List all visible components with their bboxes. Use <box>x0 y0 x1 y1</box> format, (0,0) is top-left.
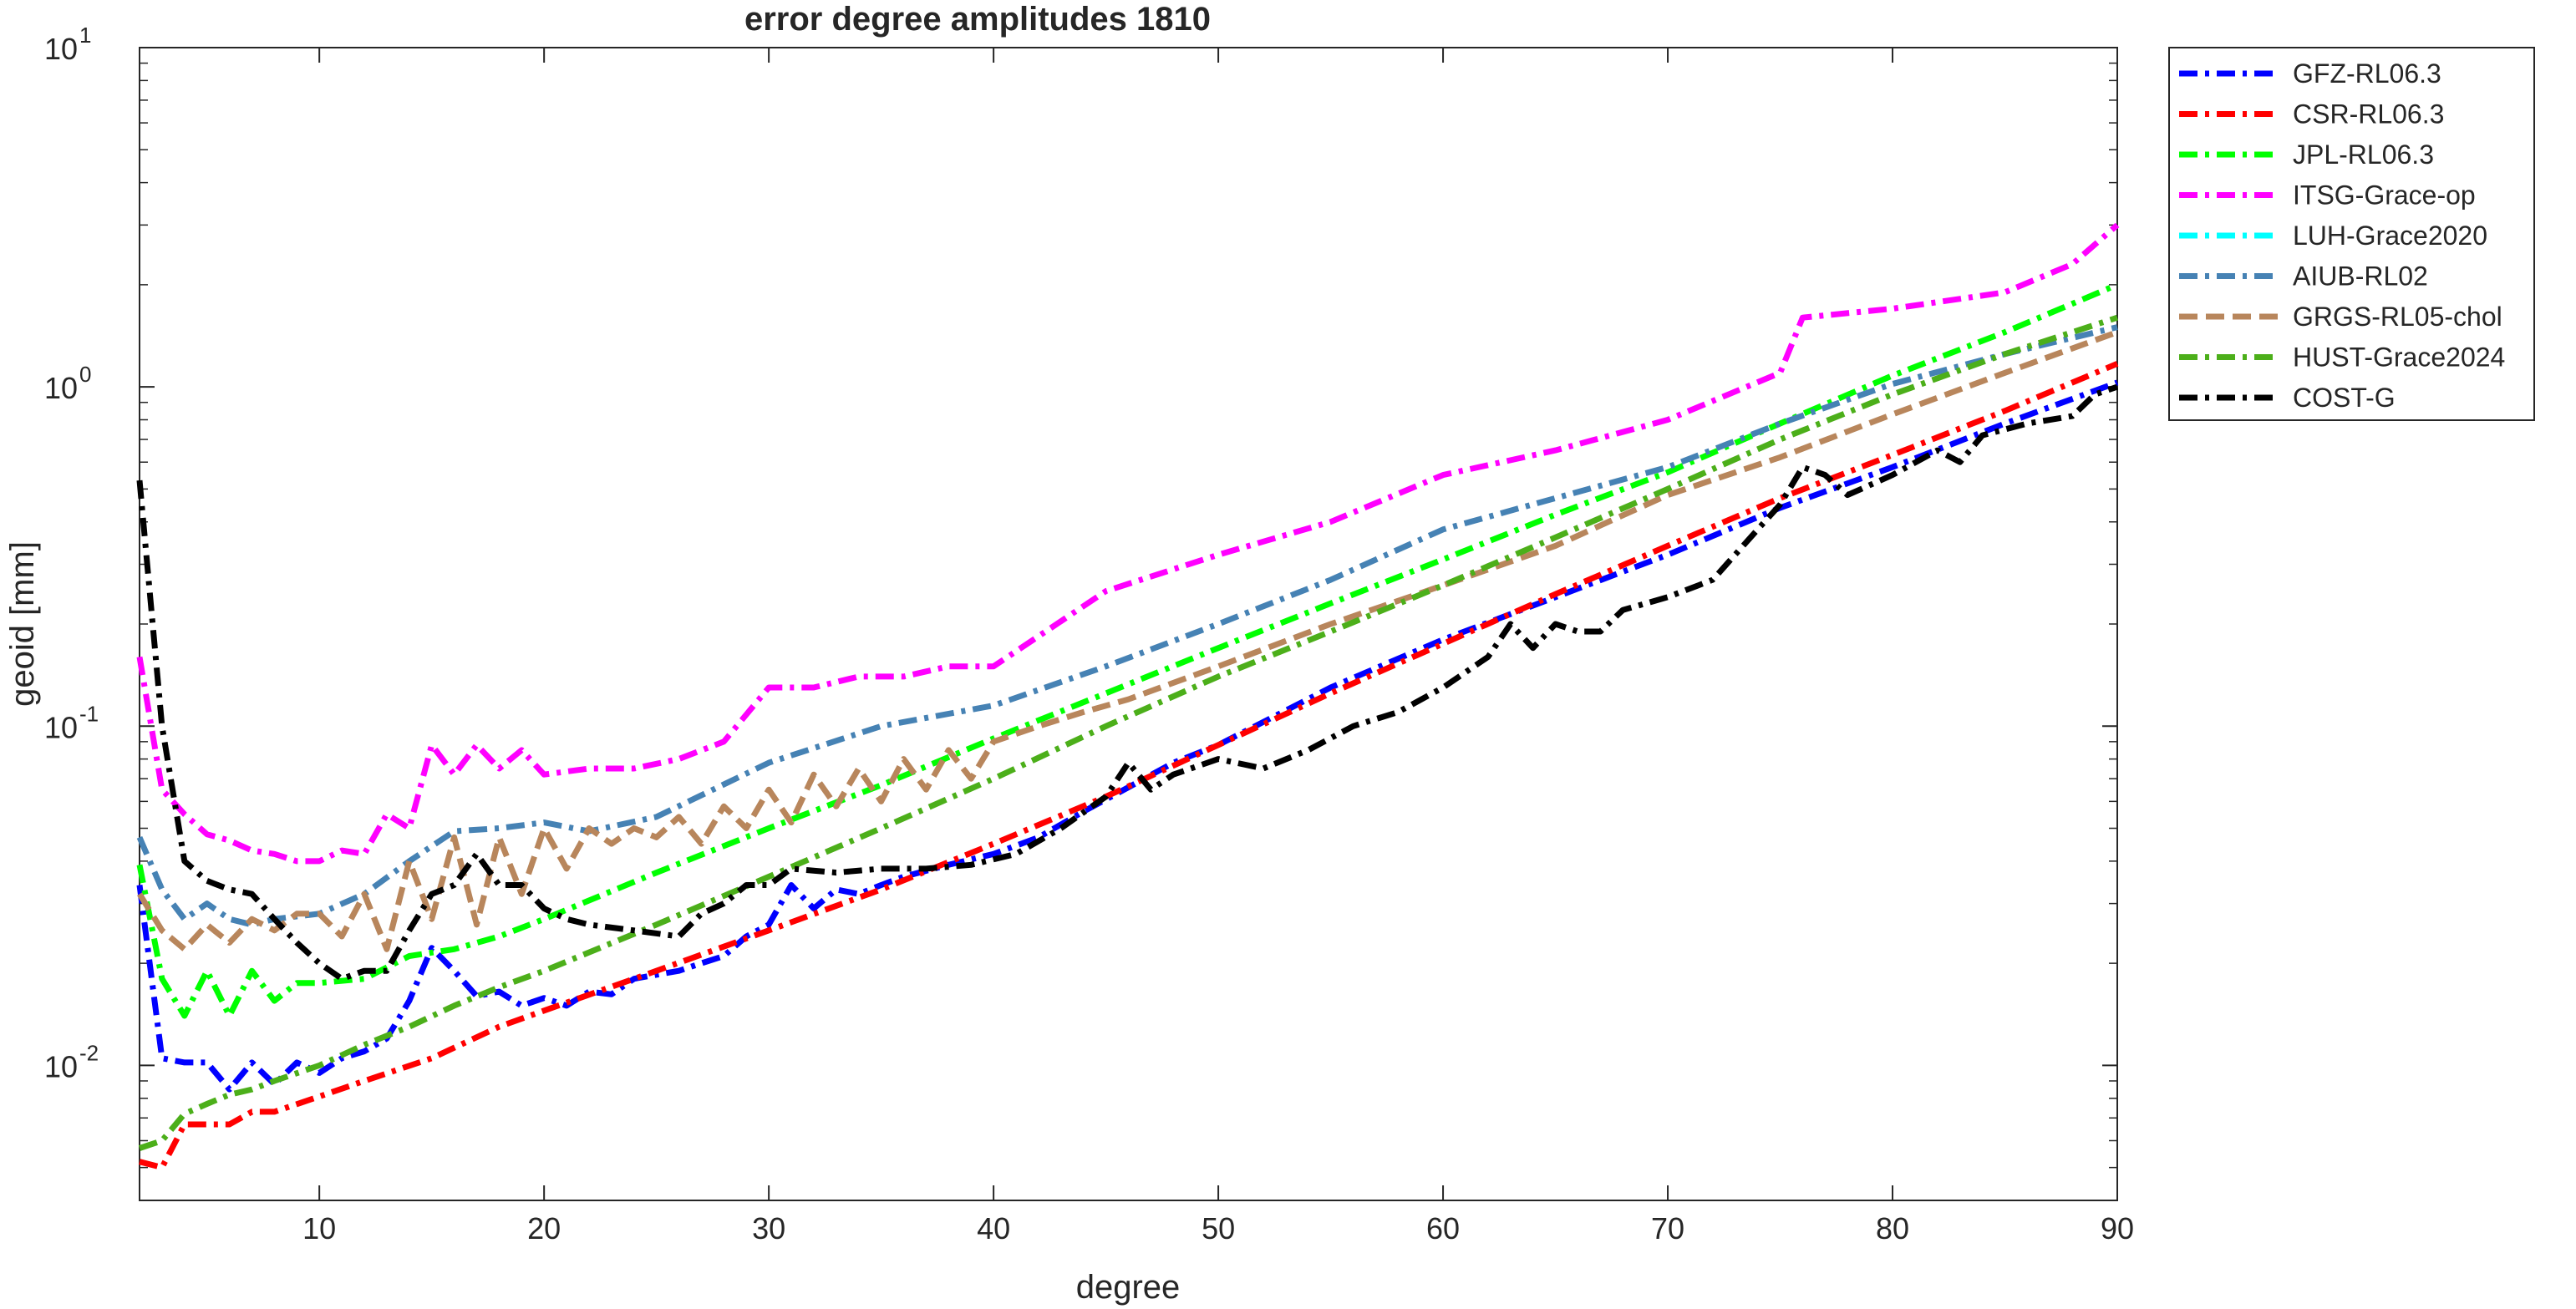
x-tick-label: 20 <box>527 1211 561 1246</box>
y-tick-label: 10 <box>44 1049 78 1083</box>
legend-label: ITSG-Grace-op <box>2293 180 2476 211</box>
legend: GFZ-RL06.3 CSR-RL06.3 JPL-RL06.3 ITSG-Grace… <box>2168 47 2535 421</box>
legend-label: LUH-Grace2020 <box>2293 221 2487 251</box>
y-tick-base: 10 <box>44 32 78 66</box>
series-line-itsg-grace-op <box>136 222 2120 865</box>
legend-label: HUST-Grace2024 <box>2293 342 2505 373</box>
x-axis-label: degree <box>1076 1269 1181 1306</box>
plot-area <box>139 47 2118 1201</box>
y-tick-label: 10 <box>44 710 78 744</box>
series-line-hust-grace2024 <box>138 314 2119 1151</box>
y-tick-base: 10 <box>44 371 78 405</box>
legend-label: AIUB-RL02 <box>2293 261 2428 292</box>
y-tick-base: 10 <box>44 710 78 744</box>
x-tick-label: 10 <box>302 1211 336 1246</box>
y-tick-label: 10 <box>44 371 78 405</box>
legend-label: CSR-RL06.3 <box>2293 99 2444 129</box>
y-tick-exponent: 0 <box>79 362 91 387</box>
series-lines <box>136 222 2120 1171</box>
x-axis-ticks: 10 20 30 40 50 60 70 80 90 <box>302 48 2134 1246</box>
series-line-grgs-rl05-chol <box>137 329 2119 952</box>
legend-label: GFZ-RL06.3 <box>2293 58 2441 89</box>
legend-label: JPL-RL06.3 <box>2293 140 2434 170</box>
y-tick-base: 10 <box>44 1049 78 1083</box>
series-line-cost-g <box>136 383 2119 982</box>
x-tick-label: 30 <box>752 1211 785 1246</box>
y-tick-exponent: 1 <box>79 23 91 48</box>
x-tick-label: 90 <box>2101 1211 2134 1246</box>
series-line-aiub-rl02 <box>136 324 2118 928</box>
y-axis-label: geoid [mm] <box>4 541 41 707</box>
x-tick-label: 70 <box>1651 1211 1684 1246</box>
y-tick-label: 10 <box>44 32 78 66</box>
series-line-csr-rl06-3 <box>139 361 2119 1171</box>
series-line-jpl-rl06-3 <box>136 282 2119 1019</box>
x-tick-label: 50 <box>1202 1211 1235 1246</box>
chart-title: error degree amplitudes 1810 <box>744 1 1211 38</box>
x-tick-label: 60 <box>1426 1211 1460 1246</box>
x-tick-label: 40 <box>977 1211 1010 1246</box>
y-minor-ticks <box>140 62 2117 1201</box>
legend-label: COST-G <box>2293 383 2396 413</box>
y-tick-exponent: -2 <box>79 1040 99 1065</box>
x-tick-label: 80 <box>1876 1211 1909 1246</box>
y-tick-exponent: -1 <box>79 701 99 726</box>
legend-label: GRGS-RL05-chol <box>2293 302 2502 332</box>
legend-items: GFZ-RL06.3 CSR-RL06.3 JPL-RL06.3 ITSG-Grace… <box>2179 58 2505 413</box>
